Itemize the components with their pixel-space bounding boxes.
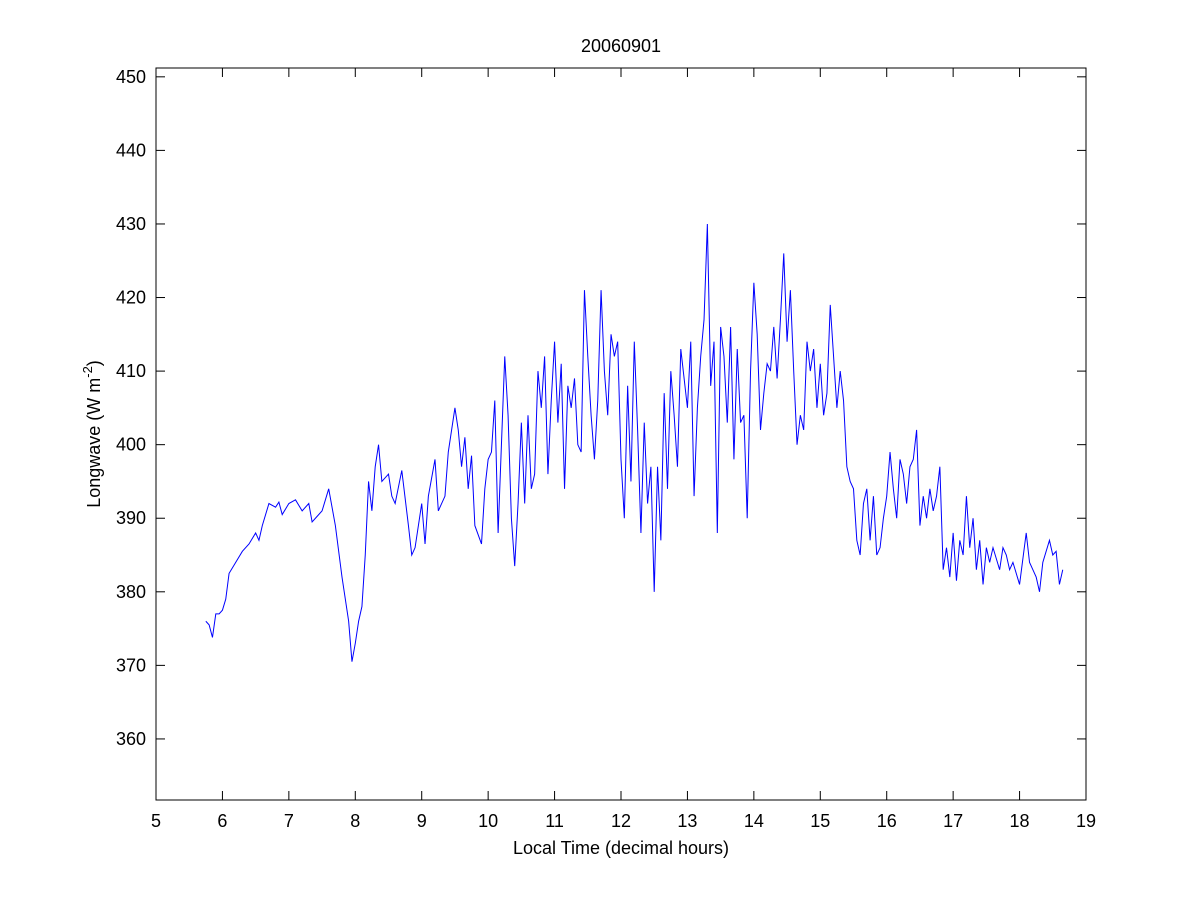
y-tick-label: 360: [116, 729, 146, 749]
x-tick-label: 15: [810, 811, 830, 831]
y-tick-label: 420: [116, 288, 146, 308]
x-tick-label: 13: [677, 811, 697, 831]
x-tick-label: 5: [151, 811, 161, 831]
x-tick-label: 7: [284, 811, 294, 831]
y-tick-label: 400: [116, 435, 146, 455]
x-axis-label: Local Time (decimal hours): [513, 838, 729, 858]
y-tick-label: 380: [116, 582, 146, 602]
x-tick-label: 14: [744, 811, 764, 831]
y-tick-label: 410: [116, 361, 146, 381]
x-tick-label: 6: [217, 811, 227, 831]
x-tick-label: 8: [350, 811, 360, 831]
y-tick-label: 450: [116, 67, 146, 87]
x-tick-label: 19: [1076, 811, 1096, 831]
x-tick-label: 10: [478, 811, 498, 831]
x-tick-label: 12: [611, 811, 631, 831]
y-tick-label: 430: [116, 214, 146, 234]
y-tick-label: 440: [116, 140, 146, 160]
y-tick-label: 370: [116, 655, 146, 675]
y-axis-label: Longwave (W m-2): [80, 360, 104, 508]
plot-box: [155, 67, 1087, 801]
chart-title: 20060901: [581, 36, 661, 56]
y-label-main: Longwave (W m: [84, 378, 104, 508]
x-tick-label: 9: [417, 811, 427, 831]
y-label-tail: ): [84, 360, 104, 366]
x-tick-label: 18: [1010, 811, 1030, 831]
x-tick-label: 11: [545, 811, 564, 831]
data-line: [205, 223, 1064, 662]
y-tick-label: 390: [116, 508, 146, 528]
y-label-superscript: -2: [80, 366, 95, 378]
x-tick-label: 17: [943, 811, 963, 831]
x-tick-label: 16: [877, 811, 897, 831]
